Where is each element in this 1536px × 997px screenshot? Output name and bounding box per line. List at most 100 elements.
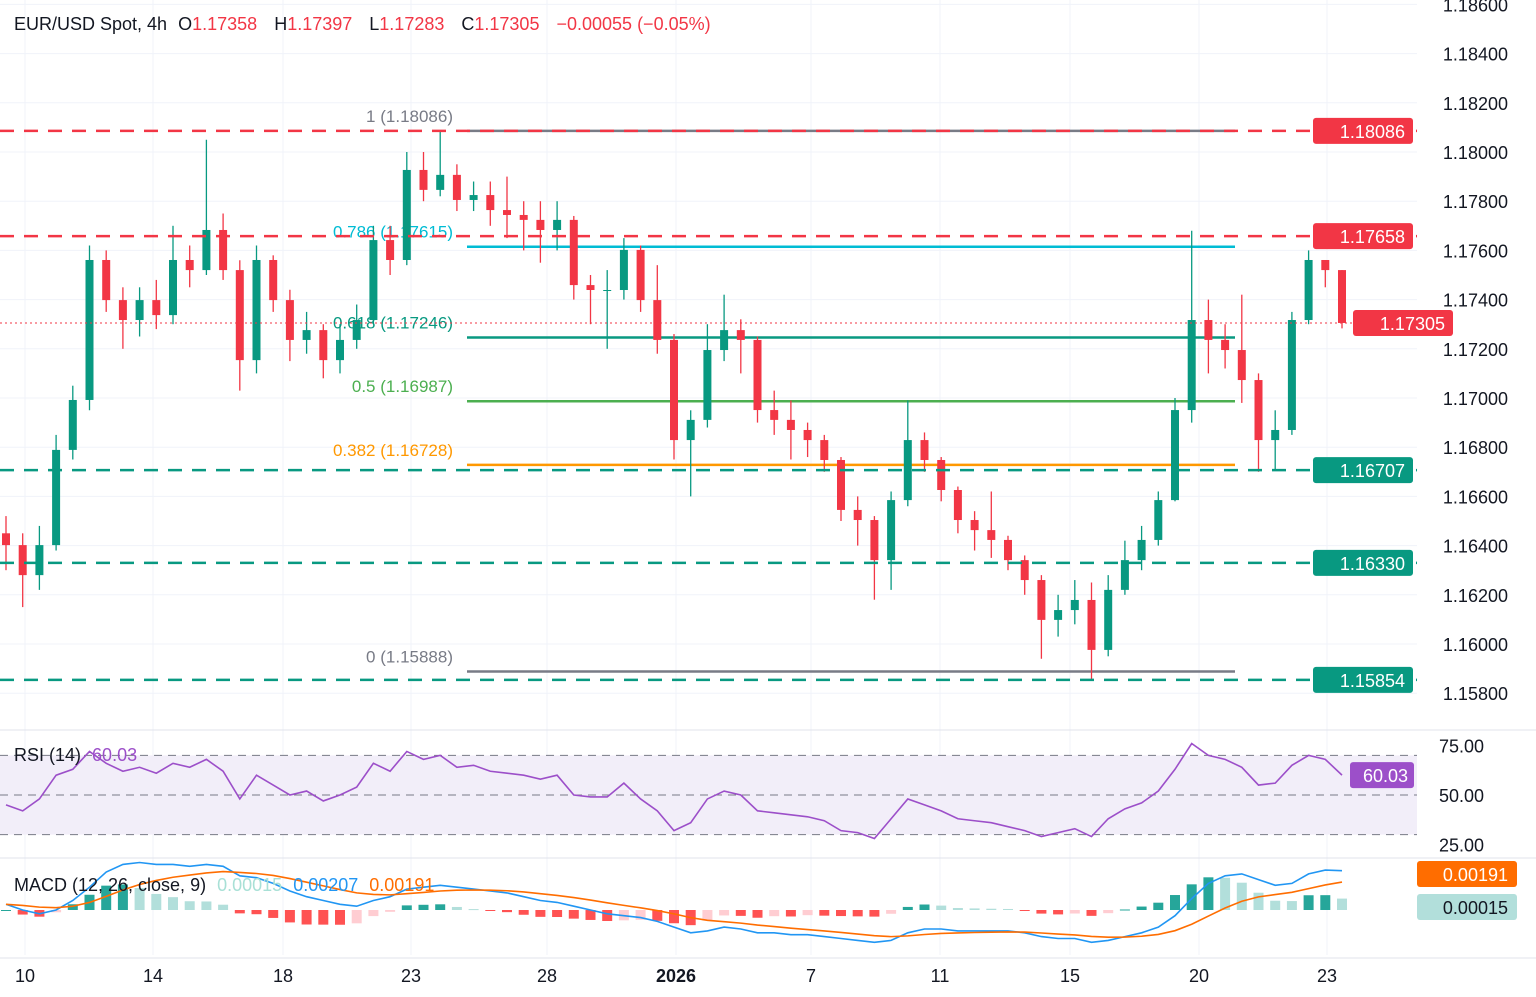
candle-body	[853, 509, 862, 521]
candle-body	[1104, 589, 1113, 650]
macd-signal-tag-label: 0.00191	[1443, 865, 1508, 885]
price-tag	[1313, 666, 1413, 693]
symbol-title: EUR/USD Spot, 4h	[14, 14, 168, 34]
candle-body	[1254, 380, 1263, 441]
candle	[2, 516, 10, 571]
candle	[1187, 230, 1196, 423]
price-tag	[1313, 457, 1413, 484]
macd-histogram-bar	[351, 910, 362, 924]
macd-hist-tag	[1417, 894, 1517, 920]
open-value: 1.17358	[192, 14, 258, 34]
macd-histogram-bar	[1320, 895, 1331, 910]
macd-histogram-bar	[1069, 910, 1080, 914]
candle-body	[52, 449, 61, 546]
candle	[953, 486, 962, 534]
x-tick-label: 23	[1317, 966, 1337, 986]
macd-histogram-bar	[836, 910, 846, 917]
candle	[68, 385, 77, 460]
candle	[1004, 535, 1012, 571]
candle-body	[1338, 270, 1346, 323]
candle-body	[1087, 599, 1096, 650]
candle-body	[1187, 320, 1196, 411]
candle-body	[753, 339, 762, 411]
close-value: 1.17305	[474, 14, 540, 34]
macd-histogram-bar	[1253, 892, 1264, 910]
macd-histogram-bar	[1337, 898, 1347, 910]
candle-body	[369, 240, 378, 321]
macd-histogram-bar	[1003, 908, 1013, 910]
candle	[536, 201, 545, 263]
y-tick-label: 1.18200	[1443, 94, 1508, 114]
candle-body	[770, 410, 779, 420]
macd-histogram-bar	[735, 910, 746, 916]
candle-body	[386, 240, 395, 260]
candle	[135, 287, 144, 337]
macd-histogram-bar	[117, 884, 128, 910]
candle-body	[2, 533, 10, 546]
macd-histogram-bar	[418, 904, 429, 910]
macd-histogram-bar	[234, 910, 245, 914]
candle-body	[519, 214, 528, 220]
candle	[569, 215, 578, 300]
y-tick-label: 1.17400	[1443, 291, 1508, 311]
candle-body	[903, 440, 912, 501]
macd-histogram-bar	[51, 910, 62, 913]
macd-hist-value: 0.00015	[217, 875, 283, 895]
price-tag-label: 1.18086	[1340, 122, 1405, 142]
candle	[920, 432, 929, 472]
candle-body	[235, 270, 244, 361]
high-value: 1.17397	[287, 14, 353, 34]
candle	[402, 152, 411, 266]
macd-histogram-bar	[251, 910, 262, 915]
candle-body	[1120, 560, 1129, 590]
rsi-line	[5, 742, 1343, 840]
macd-histogram-bar	[1303, 895, 1314, 910]
candle	[469, 181, 478, 212]
macd-histogram-bar	[635, 910, 646, 920]
macd-histogram-bar	[819, 910, 830, 916]
candle-body	[1221, 339, 1230, 351]
candle-body	[1287, 320, 1296, 430]
candle	[619, 238, 628, 300]
candle	[1087, 582, 1096, 680]
y-tick-label: 1.18000	[1443, 143, 1508, 163]
fib-level-label: 0.618 (1.17246)	[333, 313, 453, 332]
candle-body	[536, 219, 545, 230]
candle	[1221, 324, 1230, 369]
candle	[118, 287, 127, 349]
macd-histogram-bar	[752, 910, 763, 918]
macd-histogram-bar	[785, 910, 796, 917]
candle	[1120, 540, 1129, 595]
macd-histogram-bar	[1236, 882, 1247, 910]
candle	[219, 213, 228, 280]
candle-body	[619, 249, 628, 291]
candle-body	[920, 440, 929, 460]
candle-body	[586, 285, 595, 291]
rsi-tick-label: 50.00	[1439, 786, 1484, 806]
macd-histogram-bar	[1170, 895, 1180, 910]
macd-histogram-bar	[902, 906, 913, 910]
x-tick-label: 28	[537, 966, 557, 986]
candle	[336, 324, 344, 374]
candle	[52, 434, 61, 551]
macd-histogram-bar	[502, 910, 512, 913]
candle	[503, 176, 511, 239]
macd-histogram-bar	[218, 904, 229, 910]
macd-histogram-bar	[518, 910, 529, 915]
candle	[386, 225, 395, 275]
candle	[1204, 299, 1213, 374]
candle	[102, 250, 111, 312]
macd-histogram-bar	[168, 897, 178, 910]
y-tick-label: 1.17200	[1443, 340, 1508, 360]
candle	[252, 245, 261, 374]
candle	[820, 434, 829, 472]
y-tick-label: 1.16200	[1443, 586, 1508, 606]
candle	[837, 457, 845, 521]
candle	[753, 336, 762, 423]
x-tick-label: 23	[401, 966, 421, 986]
rsi-tick-label: 75.00	[1439, 737, 1484, 757]
candle-body	[252, 259, 261, 361]
last-price-tag	[1353, 309, 1453, 336]
